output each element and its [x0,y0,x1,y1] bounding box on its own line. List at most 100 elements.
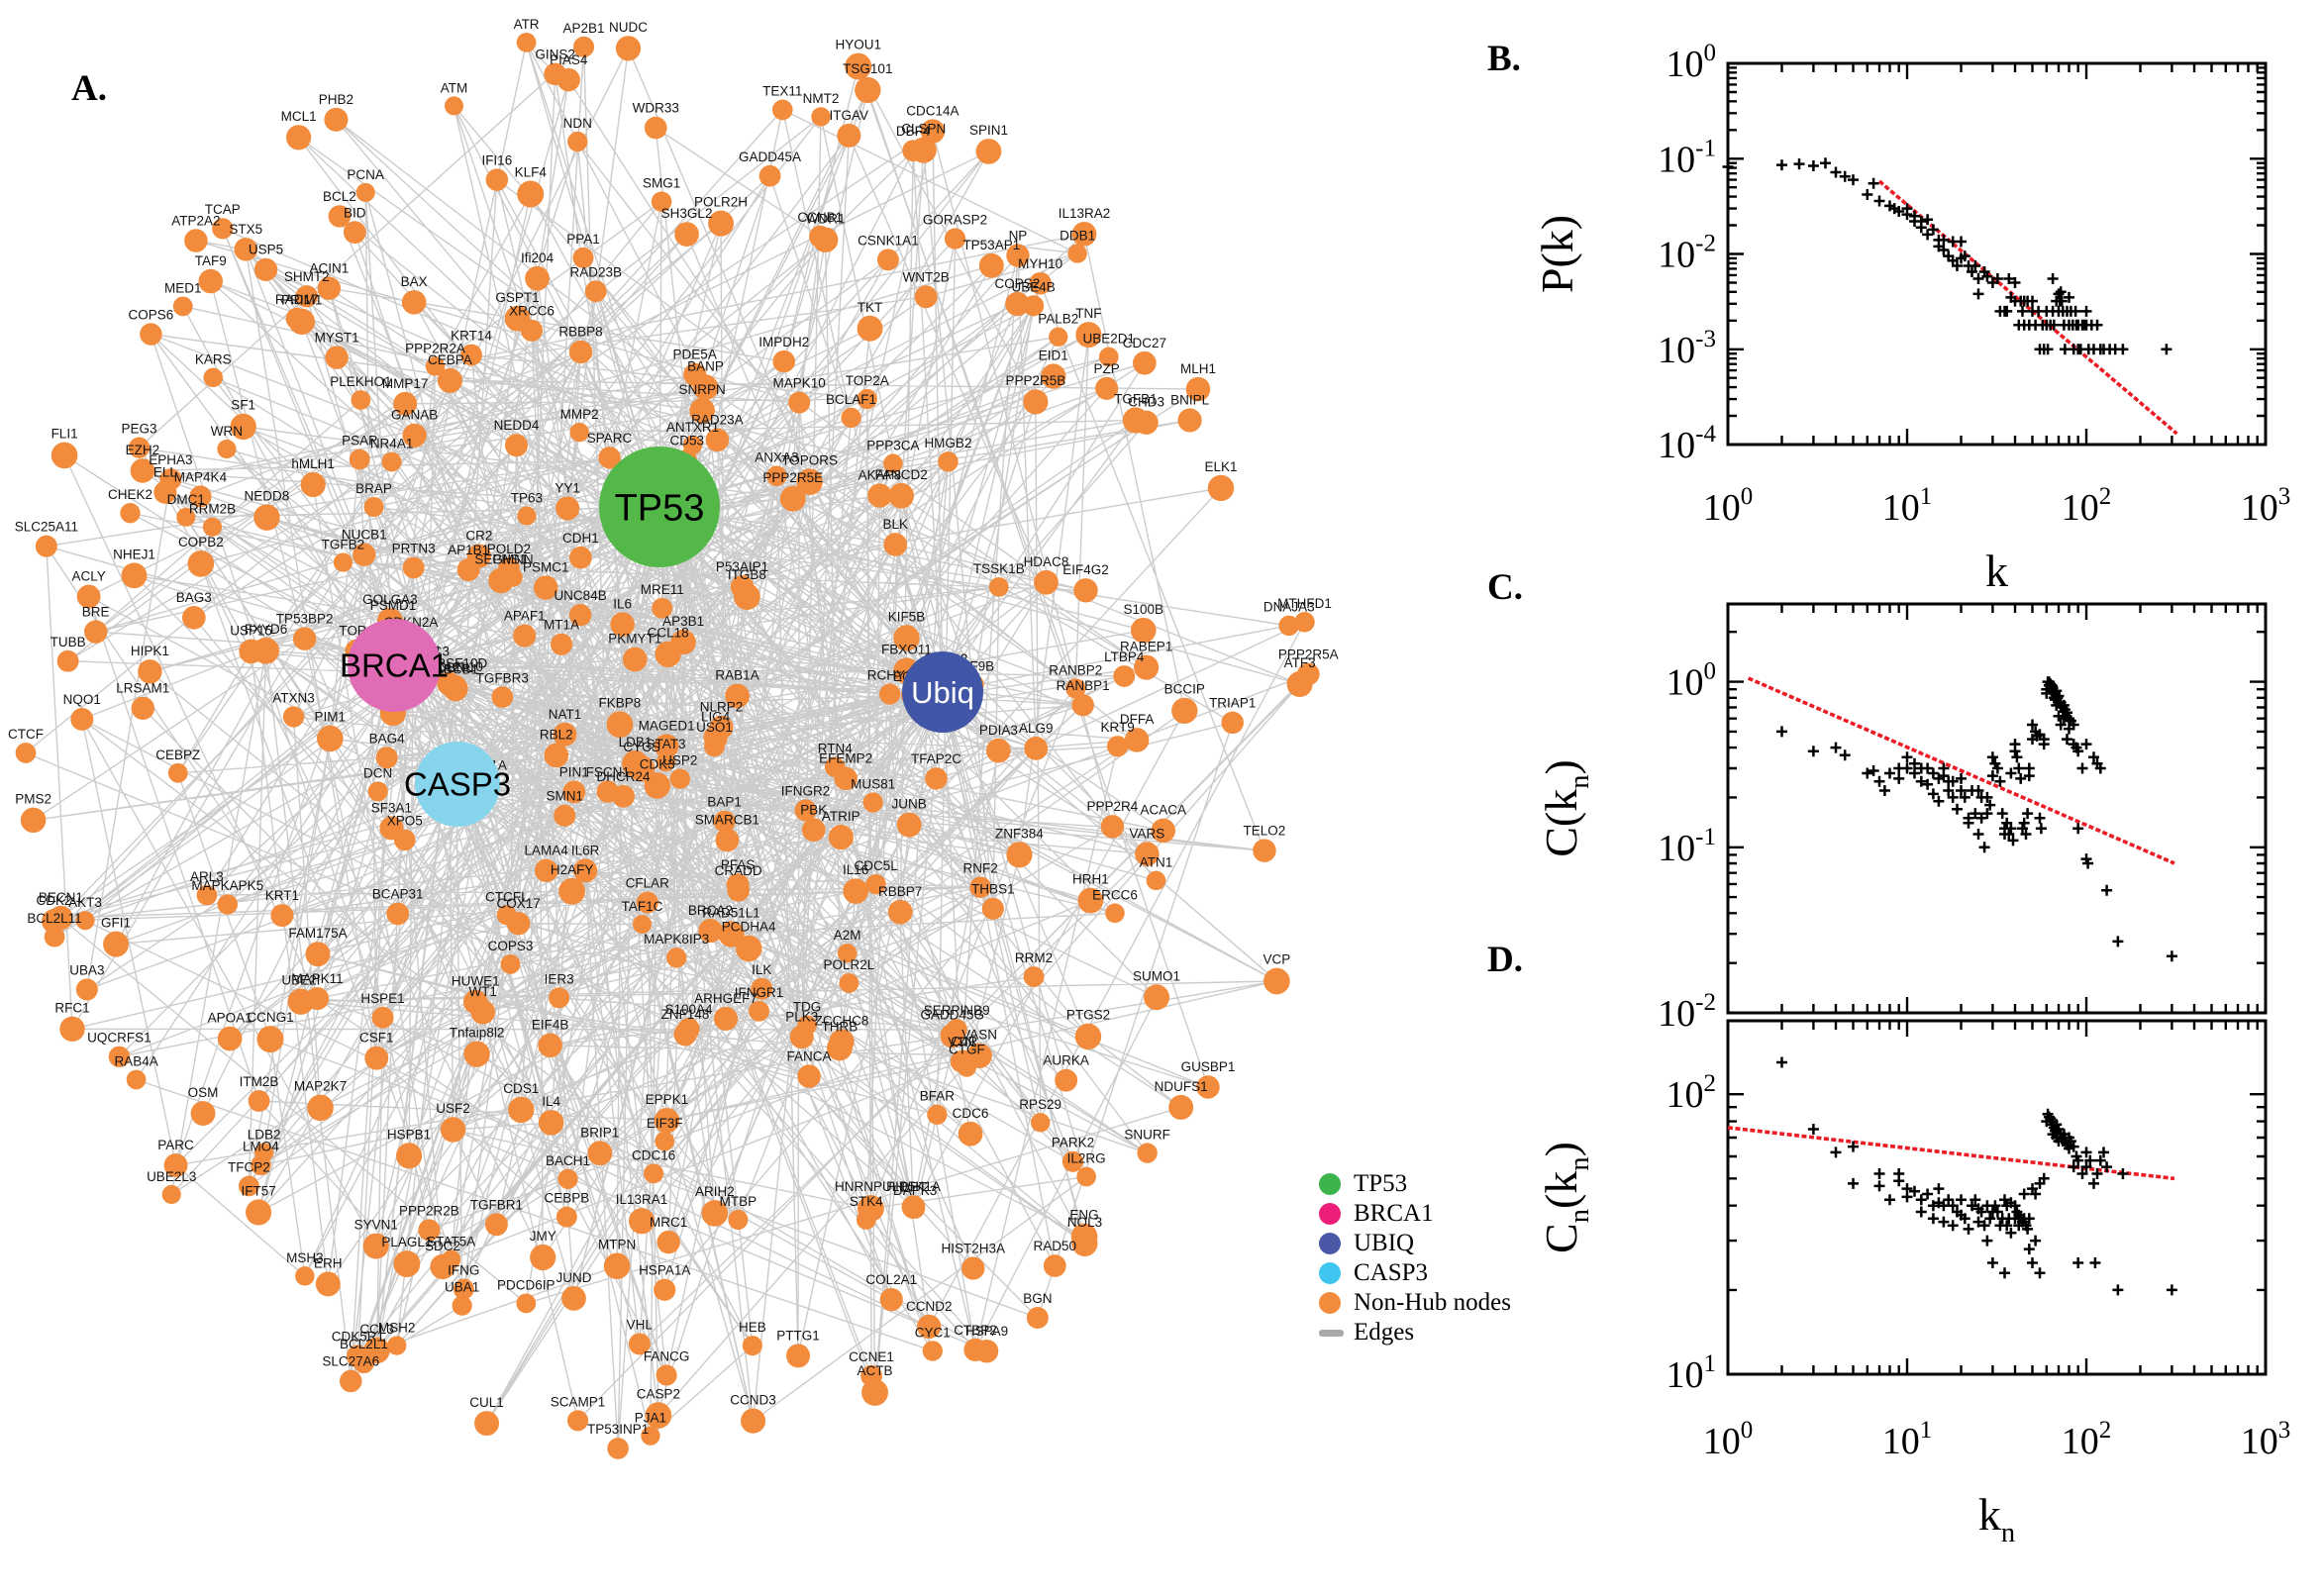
network-node-label: CCNG1 [247,1010,293,1025]
network-node-label: RBL2 [540,728,573,743]
network-node-label: TEX11 [762,84,802,99]
network-node-label: CSNK1A1 [858,233,919,248]
network-node [938,451,959,472]
network-node-label: SMARCB1 [695,813,759,828]
network-node [655,641,681,667]
network-node [986,738,1011,763]
network-node-label: HDAC8 [1024,554,1069,569]
network-node [491,686,514,708]
network-node [453,1278,474,1300]
network-node-label: ACIN1 [309,260,349,275]
network-node [138,659,162,684]
network-node-label: RABEP1 [1120,640,1172,654]
network-node-label: IFNGR2 [781,783,831,798]
network-node [196,884,218,906]
network-node-label: CSF1 [359,1031,394,1046]
network-node-label: PPP3CA [866,439,919,453]
legend-item-label: UBIQ [1354,1230,1415,1256]
network-node-label: COX17 [497,896,541,911]
network-node-label: RAD17 [275,292,319,307]
network-node-label: IL4 [542,1094,560,1109]
network-node-label: RBBP7 [878,884,922,899]
network-node [861,1378,888,1406]
network-node-label: PPP2R4 [1087,799,1139,814]
network-node-label: UBE4B [1011,279,1055,294]
network-node [1221,711,1244,735]
network-node [525,265,550,291]
network-node-label: HIST2H3A [941,1241,1005,1255]
network-nodes-layer [15,32,1320,1459]
network-node-label: MAPK8IP3 [644,932,709,947]
network-node [516,1293,537,1314]
network-node-label: MRE11 [641,582,684,597]
network-node [1070,1223,1098,1250]
network-node [622,749,649,777]
network-node-label: SUMO1 [1133,968,1180,983]
network-node [794,799,817,822]
network-node [15,743,37,763]
network-node-label: KARS [195,352,232,367]
network-node-label: ALG9 [1019,721,1054,736]
network-node-label: ARHGEF7 [694,991,758,1006]
network-node [573,858,598,883]
network-node [797,1064,821,1088]
network-node-label: H2AFY [551,862,594,877]
network-node [1113,665,1136,687]
axis-ticks [1726,61,2268,447]
network-node [59,1016,85,1042]
network-node [651,191,672,212]
network-node [612,784,635,808]
network-node [351,390,371,410]
network-node-label: CDC16 [632,1147,675,1162]
network-node-label: ITM2B [240,1074,279,1089]
network-node [856,1210,876,1230]
network-node [1196,1075,1220,1099]
network-node [568,604,592,627]
axis-tick-label: 10-2 [1658,231,1716,276]
axis-title: k [1985,546,2008,596]
network-node [766,465,787,487]
network-node-label: IFI16 [481,152,512,167]
network-node [248,1090,270,1112]
network-node [713,1006,739,1031]
network-node [1297,662,1320,686]
network-node-label: SDC2 [425,1239,460,1253]
network-node-label: ILK [752,962,771,977]
network-node [811,107,831,127]
network-node [896,812,922,838]
network-node-label: RAD23B [569,264,622,279]
network-node-label: VASN [961,1028,997,1043]
network-node [460,344,482,366]
network-node [538,1110,564,1136]
network-node-label: SLC25A11 [15,520,78,535]
network-node-label: COL2A1 [865,1272,917,1287]
network-node-label: PLK3 [785,1009,818,1024]
network-node [184,229,208,252]
network-node-label: IER3 [545,971,574,986]
network-node [1065,678,1086,699]
network-node-label: HSPE1 [360,991,404,1006]
network-node [246,1199,272,1226]
network-node-label: GADD45G [920,1008,984,1023]
network-node [56,649,79,672]
legend-item-label: Non-Hub nodes [1354,1289,1512,1316]
network-node [556,1206,577,1228]
network-node-label: CDK5R1 [332,1329,384,1344]
network-node-label: KRT1 [265,888,299,903]
network-node [917,1314,942,1340]
network-node-label: THBS1 [971,882,1015,897]
network-node-label: PHB2 [319,92,354,107]
network-node [713,810,736,833]
network-node [305,987,330,1011]
network-node-label: NDUFS1 [1155,1079,1208,1094]
network-node [963,1338,987,1361]
network-node-label: BAG4 [369,731,406,746]
network-node-label: RNF2 [963,860,998,875]
network-node-label: MCL1 [281,109,317,124]
network-node [1061,1150,1084,1172]
network-node-label: SMG1 [643,175,680,190]
network-node [386,902,410,926]
network-node [181,606,206,630]
network-node [1067,244,1087,263]
legend-color-dot-icon [1319,1203,1341,1225]
